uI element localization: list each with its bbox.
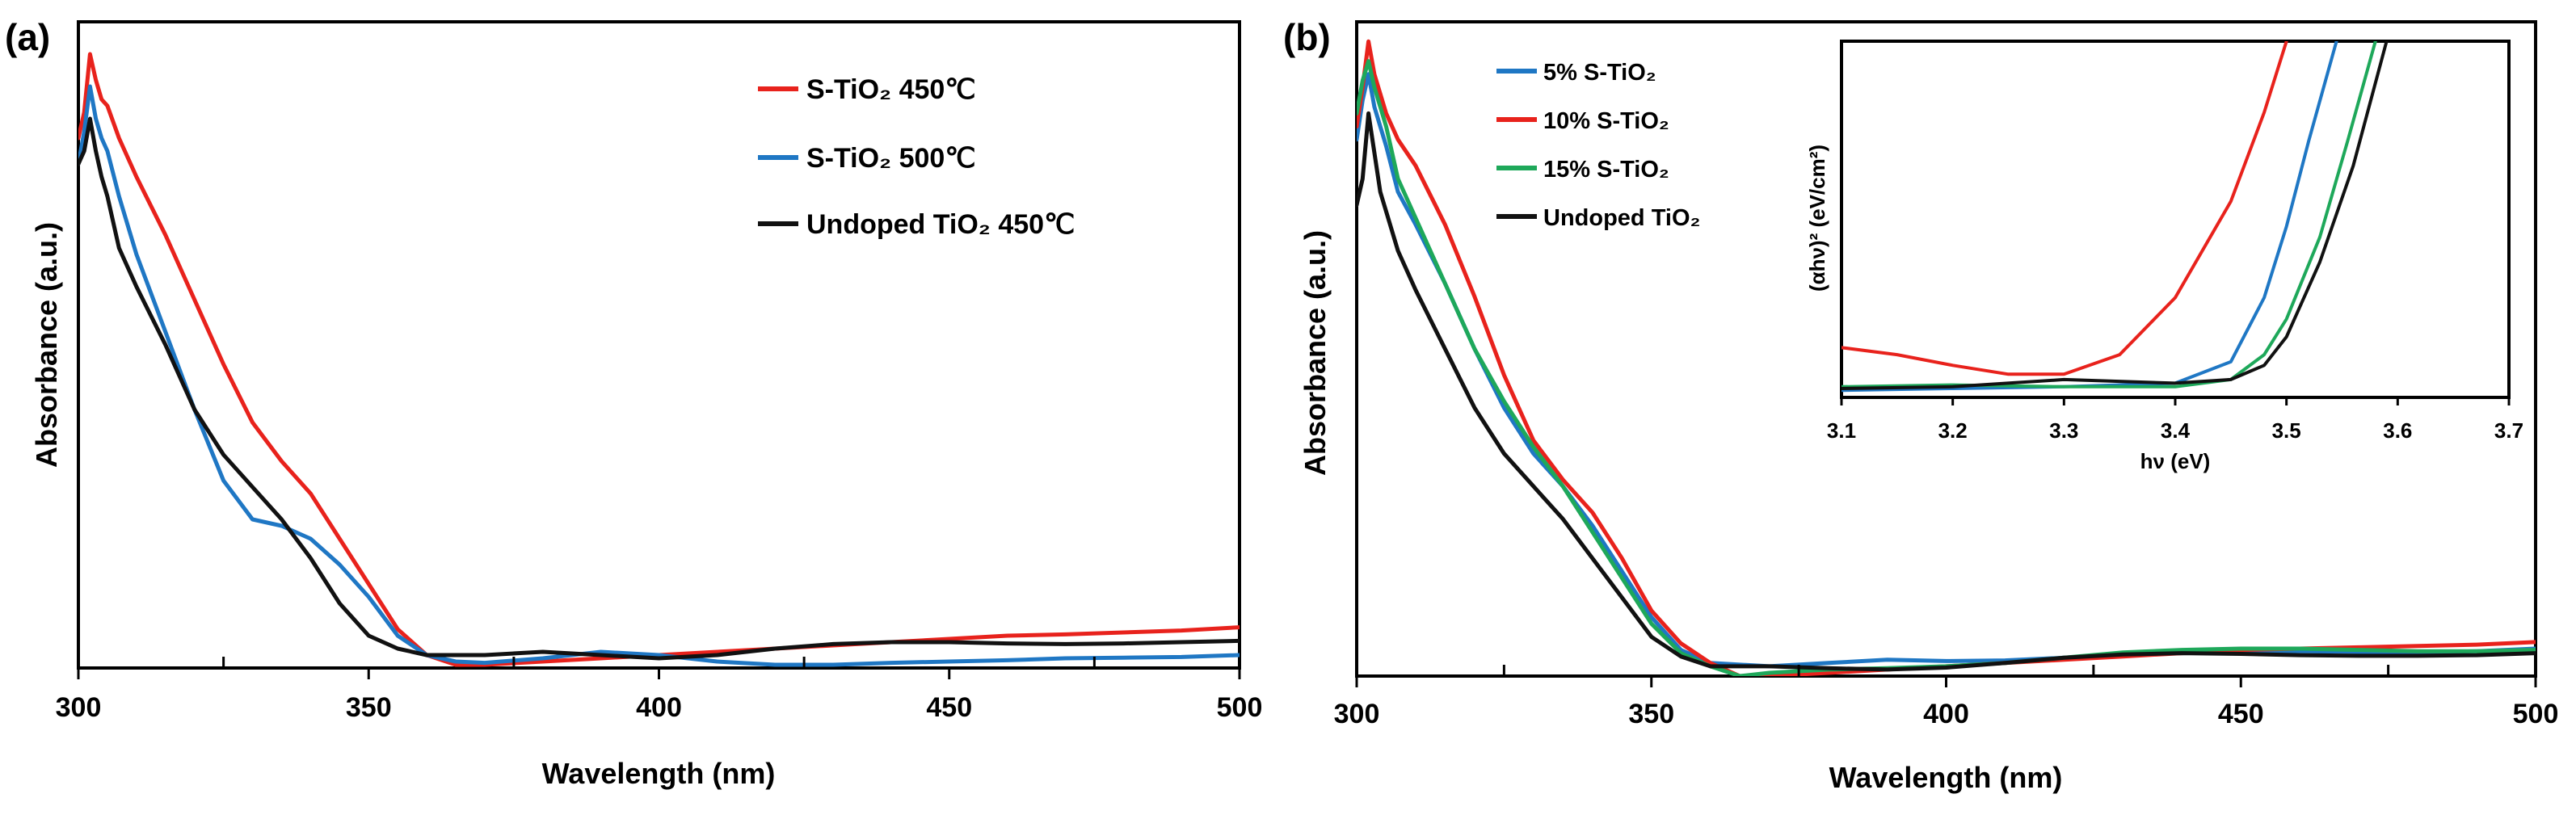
panel-a-x-tick-label: 300 [56,692,102,723]
inset-x-tick-label: 3.5 [2272,418,2301,443]
panel-b-label: (b) [1283,16,1331,58]
panel-b: (b) 300 350 400 450 500 Wavelength (nm) Abso… [1283,16,2558,794]
panel-a-series-undoped-tio-450 [78,116,1240,661]
inset-series-clip [1842,41,2389,393]
panel-b-ticks-group: 300 350 400 450 500 [1334,665,2559,729]
legend-a-label-3: Undoped TiO₂ 450℃ [806,209,1075,240]
panel-a-ticks-group: 300 350 400 450 500 [56,657,1263,723]
legend-b-label-2: 10% S-TiO₂ [1543,108,1669,134]
panel-a-series-s-tio-500 [78,84,1240,667]
panel-a: (a) 300 350 400 450 500 Wavelength (nm) Abso… [5,16,1262,790]
inset-x-tick-label: 3.4 [2161,418,2191,443]
legend-b-label-1: 5% S-TiO₂ [1543,60,1656,86]
inset-series-15-s-tio [1842,41,2377,389]
inset-series-10-s-tio [1842,41,2288,376]
inset-x-tick-label: 3.1 [1827,418,1856,443]
panel-a-x-tick-label: 500 [1217,692,1263,723]
legend-b-label-4: Undoped TiO₂ [1543,205,1700,231]
panel-a-x-tick-label: 450 [926,692,972,723]
inset-series-5-s-tio [1842,41,2338,393]
panel-a-series-group [78,52,1240,667]
inset-x-tick-label: 3.6 [2383,418,2412,443]
legend-a-label-2: S-TiO₂ 500℃ [806,143,976,174]
inset-series-group [1842,41,2389,393]
inset-series-undoped-tio [1842,41,2389,390]
inset-x-tick-label: 3.3 [2049,418,2078,443]
panel-a-series-s-tio-450 [78,52,1240,667]
panel-b-series-group [1357,39,2536,676]
panel-b-series-undoped-tio [1357,111,2536,672]
panel-a-series-clip [78,52,1240,667]
panel-b-legend: 5% S-TiO₂ 10% S-TiO₂ 15% S-TiO₂ Undoped … [1496,60,1700,231]
panel-b-inset: 3.1 3.2 3.3 3.4 3.5 3.6 3.7 hν (eV) (αhν)² (eV… [1805,40,2523,473]
panel-a-legend: S-TiO₂ 450℃ S-TiO₂ 500℃ Undoped TiO₂ 450… [758,74,1075,240]
panel-b-x-tick-label: 350 [1628,699,1674,729]
panel-b-x-tick-label: 500 [2513,699,2559,729]
panel-b-series-clip [1357,39,2536,676]
panel-b-x-tick-label: 400 [1923,699,1969,729]
panel-a-label: (a) [5,16,50,58]
panel-b-y-axis-title: Absorbance (a.u.) [1299,230,1332,476]
panel-a-x-tick-label: 400 [636,692,682,723]
panel-a-plot-frame [77,20,1241,670]
inset-y-axis-title: (αhν)² (eV/cm²) [1805,145,1829,292]
panel-b-x-axis-title: Wavelength (nm) [1829,761,2063,794]
legend-a-label-1: S-TiO₂ 450℃ [806,74,976,105]
legend-b-label-3: 15% S-TiO₂ [1543,157,1669,183]
panel-b-x-tick-label: 450 [2218,699,2264,729]
inset-x-axis-title: hν (eV) [2140,449,2211,473]
panel-a-x-axis-title: Wavelength (nm) [542,757,776,790]
inset-x-tick-label: 3.7 [2494,418,2523,443]
panel-b-x-tick-label: 300 [1334,699,1380,729]
panel-a-x-tick-label: 350 [346,692,392,723]
panel-a-y-axis-title: Absorbance (a.u.) [30,222,63,468]
inset-plot-frame [1840,40,2511,399]
inset-ticks-group: 3.1 3.2 3.3 3.4 3.5 3.6 3.7 [1827,397,2523,443]
inset-x-tick-label: 3.2 [1938,418,1968,443]
panel-b-series-15-s-tio [1357,59,2536,676]
